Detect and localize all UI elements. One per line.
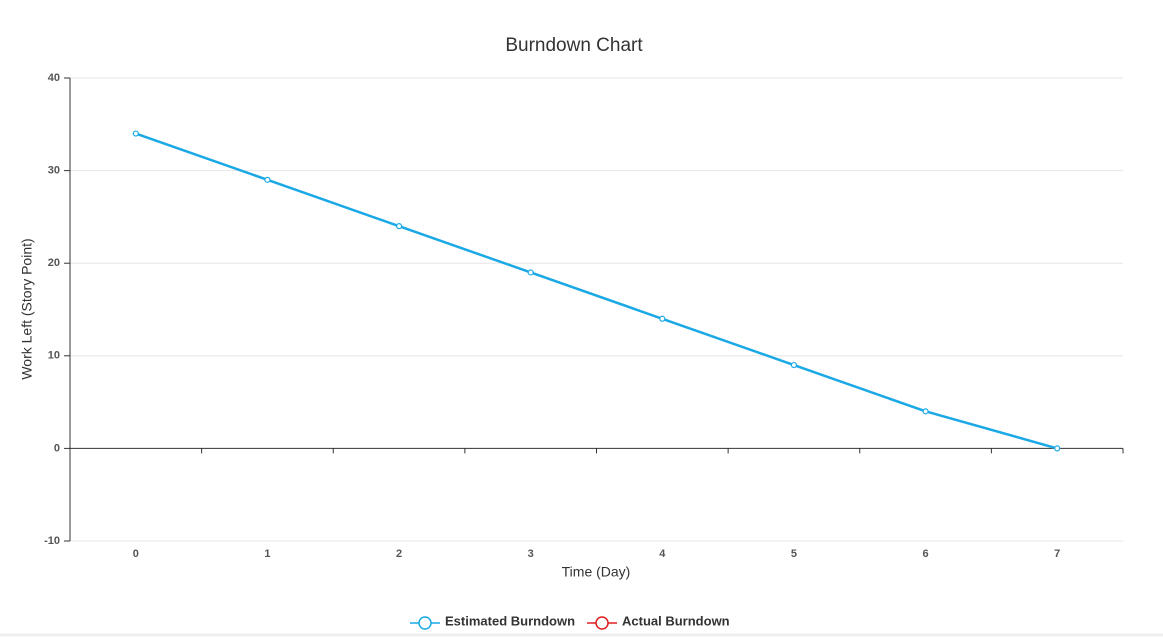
y-axis-label: Work Left (Story Point) bbox=[19, 238, 35, 379]
y-tick-label: 40 bbox=[48, 72, 60, 84]
data-point bbox=[395, 223, 403, 230]
data-point bbox=[132, 130, 139, 137]
legend-label: Estimated Burndown bbox=[445, 613, 575, 628]
x-tick-label: 5 bbox=[791, 548, 797, 560]
y-tick-label: 20 bbox=[48, 257, 60, 269]
y-tick-label: 10 bbox=[48, 350, 60, 362]
x-tick-label: 4 bbox=[659, 548, 666, 560]
series-line bbox=[135, 132, 1058, 450]
x-tick-label: 7 bbox=[1054, 548, 1060, 560]
legend-label: Actual Burndown bbox=[622, 613, 730, 628]
chart-title: Burndown Chart bbox=[505, 35, 643, 56]
x-tick-label: 0 bbox=[133, 548, 139, 560]
x-axis-label: Time (Day) bbox=[562, 564, 631, 580]
data-point bbox=[264, 176, 271, 183]
y-tick-label: 30 bbox=[48, 165, 60, 177]
y-tick-label: 0 bbox=[54, 442, 60, 454]
x-tick-label: 2 bbox=[396, 548, 402, 560]
data-point bbox=[1054, 445, 1061, 452]
x-tick-label: 1 bbox=[264, 548, 270, 560]
legend-marker bbox=[418, 616, 432, 630]
x-tick-label: 6 bbox=[923, 548, 929, 560]
data-point bbox=[922, 408, 929, 415]
data-point bbox=[659, 315, 666, 322]
legend-marker bbox=[595, 616, 609, 630]
data-point bbox=[790, 361, 798, 369]
x-tick-label: 3 bbox=[528, 548, 534, 560]
data-point bbox=[527, 269, 534, 276]
y-tick-label: -10 bbox=[44, 535, 60, 547]
